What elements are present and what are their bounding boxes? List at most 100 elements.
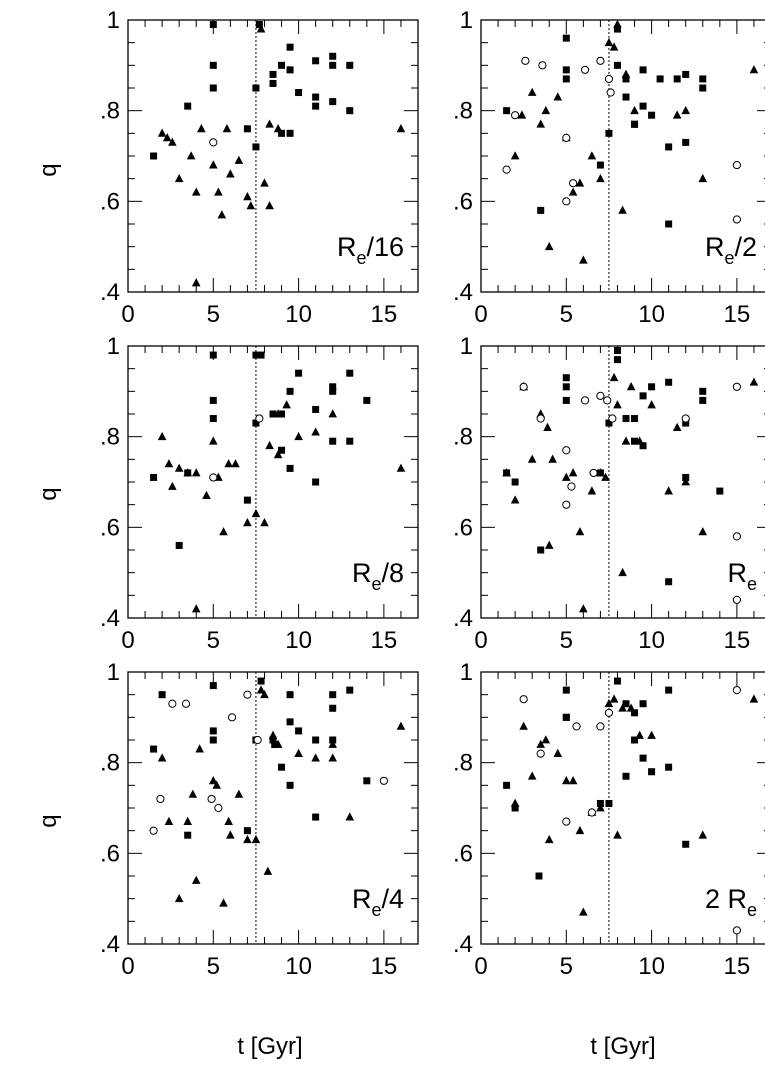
square-point bbox=[682, 138, 690, 146]
x-tick-label: 0 bbox=[121, 953, 134, 980]
triangle-point bbox=[568, 187, 578, 196]
square-point bbox=[329, 61, 337, 69]
triangle-point bbox=[613, 400, 622, 409]
panel-label-suffix: /2 bbox=[734, 232, 757, 262]
triangle-point bbox=[672, 110, 682, 119]
x-tick-label: 10 bbox=[638, 627, 665, 654]
triangle-point bbox=[197, 124, 206, 133]
triangle-point bbox=[561, 472, 571, 481]
y-tick-label: .8 bbox=[453, 750, 473, 777]
square-point bbox=[346, 61, 354, 69]
panel-label-main: R bbox=[705, 232, 725, 262]
x-tick-label: 10 bbox=[285, 627, 312, 654]
panel-label-sub: e bbox=[371, 574, 381, 594]
triangle-point bbox=[587, 151, 597, 160]
square-point bbox=[535, 872, 543, 880]
square-point bbox=[613, 347, 621, 355]
square-point bbox=[622, 93, 630, 101]
triangle-point bbox=[647, 400, 656, 409]
triangle-point bbox=[749, 694, 759, 703]
square-point bbox=[329, 437, 337, 445]
triangle-point bbox=[553, 92, 563, 101]
panel-label-main: R bbox=[352, 884, 372, 914]
triangle-point bbox=[579, 907, 588, 916]
circle-point bbox=[255, 414, 264, 423]
circle-point bbox=[608, 414, 617, 423]
square-point bbox=[271, 741, 279, 749]
circle-point bbox=[567, 482, 576, 491]
square-point bbox=[286, 66, 294, 74]
square-point bbox=[699, 396, 707, 404]
circle-point bbox=[209, 138, 218, 147]
triangle-point bbox=[191, 278, 201, 287]
circle-point bbox=[589, 468, 598, 478]
circle-point bbox=[681, 414, 690, 423]
triangle-point bbox=[626, 703, 636, 712]
square-point bbox=[269, 70, 277, 78]
circle-point bbox=[569, 179, 578, 188]
triangle-point bbox=[294, 431, 303, 441]
triangle-point bbox=[212, 780, 222, 789]
panel-label: 2 Re bbox=[705, 884, 757, 920]
square-point bbox=[639, 392, 647, 400]
x-tick-label: 0 bbox=[121, 301, 134, 328]
square-point bbox=[639, 66, 647, 74]
square-point bbox=[346, 107, 354, 115]
triangle-point bbox=[630, 105, 639, 115]
triangle-point bbox=[749, 377, 759, 386]
triangle-point bbox=[191, 468, 201, 477]
triangle-point bbox=[681, 105, 691, 115]
square-point bbox=[278, 410, 286, 418]
square-point bbox=[511, 804, 519, 812]
square-point bbox=[312, 478, 320, 486]
circle-point bbox=[519, 382, 528, 391]
square-point bbox=[329, 52, 337, 60]
x-tick-label: 10 bbox=[285, 953, 312, 980]
circle-point bbox=[732, 686, 741, 695]
panel-4: 0 5 10 15 .4 .6 .8 1 Re/2 bbox=[453, 7, 765, 328]
panel-label-suffix: /8 bbox=[381, 558, 404, 588]
x-tick-label: 5 bbox=[207, 953, 220, 980]
circle-point bbox=[587, 808, 596, 817]
square-point bbox=[673, 75, 681, 83]
triangle-point bbox=[219, 527, 228, 536]
panel-2: 0 5 10 15 .4 .6 .8 1 Re/8 bbox=[100, 333, 419, 654]
square-point bbox=[631, 709, 639, 717]
triangle-point bbox=[575, 178, 585, 187]
x-tick-label: 15 bbox=[724, 627, 751, 654]
triangle-point bbox=[214, 187, 223, 196]
triangle-point bbox=[621, 436, 631, 445]
circle-point bbox=[580, 65, 590, 74]
square-point bbox=[562, 66, 570, 74]
square-point bbox=[243, 125, 251, 133]
triangle-point bbox=[260, 178, 269, 187]
triangle-point bbox=[587, 486, 597, 495]
circle-point bbox=[580, 396, 590, 405]
circle-point bbox=[379, 776, 388, 785]
triangle-point bbox=[256, 685, 266, 694]
square-point bbox=[209, 736, 217, 744]
triangle-point bbox=[162, 133, 172, 142]
triangle-point bbox=[202, 490, 211, 499]
y-tick-label: .8 bbox=[100, 750, 120, 777]
triangle-point bbox=[544, 834, 554, 844]
y-tick-label: .4 bbox=[453, 279, 473, 306]
square-point bbox=[613, 356, 621, 364]
triangle-point bbox=[328, 753, 338, 762]
triangle-point bbox=[260, 518, 269, 527]
triangle-point bbox=[174, 173, 184, 183]
triangle-point bbox=[265, 440, 274, 450]
y-axis-title-row-3: q bbox=[35, 814, 62, 827]
triangle-point bbox=[544, 241, 554, 251]
panel-5: 0 5 10 15 .4 .6 .8 1 Re bbox=[453, 333, 765, 654]
square-point bbox=[286, 691, 294, 699]
triangle-point bbox=[222, 124, 232, 133]
triangle-point bbox=[568, 468, 578, 477]
triangle-point bbox=[311, 753, 320, 762]
triangle-point bbox=[273, 409, 283, 418]
square-point bbox=[665, 143, 673, 151]
y-tick-label: .6 bbox=[100, 840, 120, 867]
triangle-point bbox=[273, 450, 283, 459]
panel-label-suffix: /4 bbox=[381, 884, 404, 914]
triangle-point bbox=[273, 124, 283, 133]
